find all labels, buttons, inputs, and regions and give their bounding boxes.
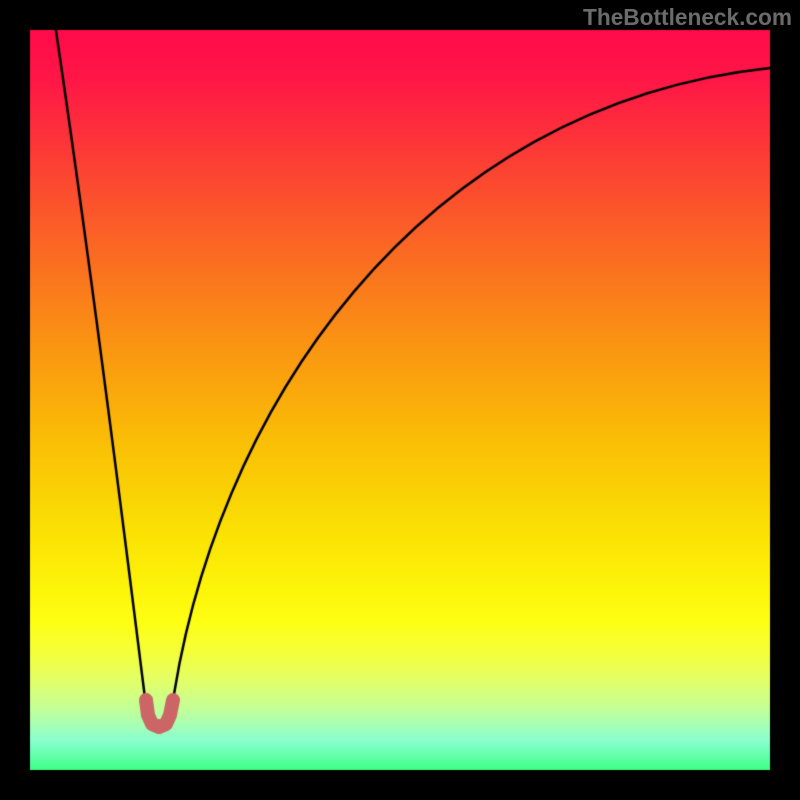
bottleneck-chart-canvas bbox=[0, 0, 800, 800]
chart-container: TheBottleneck.com bbox=[0, 0, 800, 800]
